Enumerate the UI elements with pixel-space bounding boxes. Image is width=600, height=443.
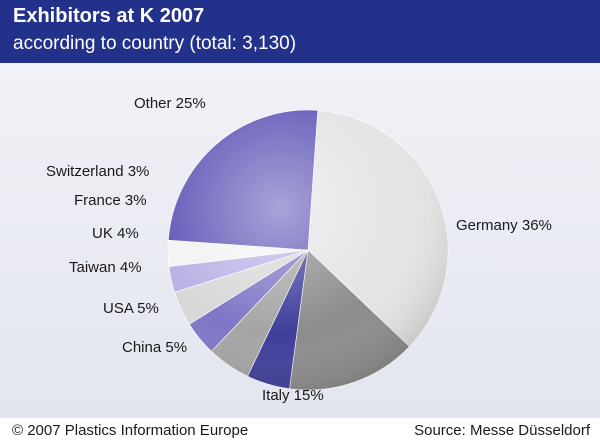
- slice-label-switzerland: Switzerland 3%: [46, 163, 149, 180]
- footer: © 2007 Plastics Information Europe Sourc…: [0, 418, 600, 443]
- slice-label-china: China 5%: [122, 339, 187, 356]
- slice-label-france: France 3%: [74, 192, 147, 209]
- header-bar: Exhibitors at K 2007 according to countr…: [0, 0, 600, 63]
- chart-panel: Germany 36% Italy 15% China 5% USA 5% Taiwan…: [0, 63, 600, 418]
- slice-label-usa: USA 5%: [103, 300, 159, 317]
- copyright-text: © 2007 Plastics Information Europe: [12, 422, 249, 439]
- slice-label-uk: UK 4%: [92, 225, 139, 242]
- chart-title: Exhibitors at K 2007: [13, 5, 205, 27]
- pie-chart: Germany 36% Italy 15% China 5% USA 5% Taiwan…: [46, 95, 552, 404]
- pie-slice-other: [168, 109, 319, 251]
- slice-label-taiwan: Taiwan 4%: [69, 259, 142, 276]
- source-text: Source: Messe Düsseldorf: [414, 422, 590, 439]
- slice-label-other: Other 25%: [134, 95, 206, 112]
- slice-label-italy: Italy 15%: [262, 387, 324, 404]
- slice-label-germany: Germany 36%: [456, 217, 552, 234]
- chart-subtitle: according to country (total: 3,130): [13, 33, 297, 54]
